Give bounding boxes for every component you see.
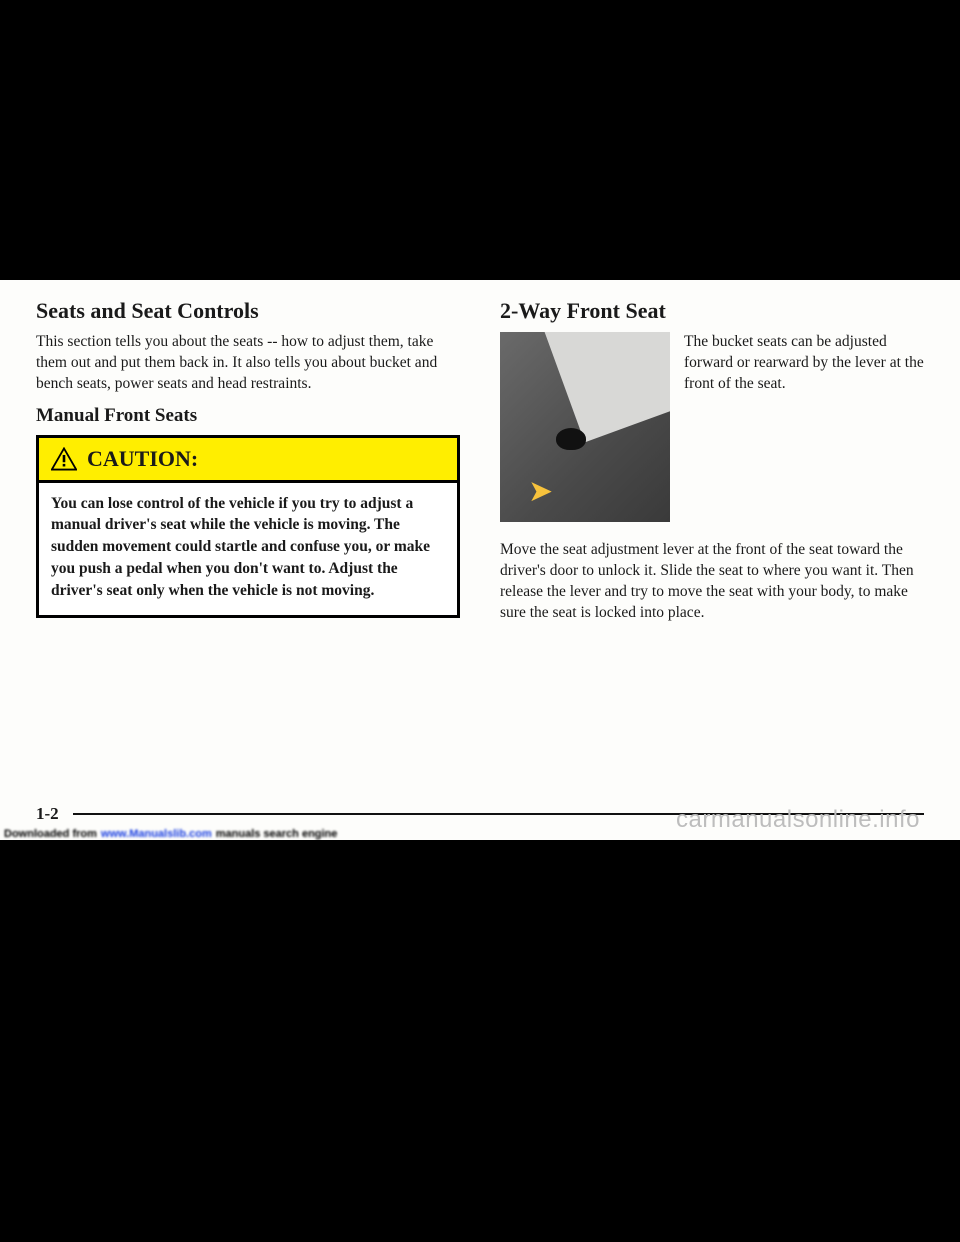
caution-header: CAUTION:: [39, 438, 457, 483]
seat-lever-photo: ➤: [500, 332, 670, 522]
caution-body-text: You can lose control of the vehicle if y…: [39, 483, 457, 615]
page-number: 1-2: [36, 804, 59, 824]
section-intro: This section tells you about the seats -…: [36, 332, 460, 395]
photo-arrow-icon: ➤: [528, 474, 553, 509]
right-column: 2-Way Front Seat ➤ The bucket seats can …: [500, 298, 924, 630]
manual-page: Seats and Seat Controls This section tel…: [0, 280, 960, 840]
two-column-layout: Seats and Seat Controls This section tel…: [36, 298, 924, 630]
download-suffix: manuals search engine: [216, 828, 338, 840]
subsection-title-2-way-front-seat: 2-Way Front Seat: [500, 298, 924, 324]
seat-adjust-summary: The bucket seats can be adjusted forward…: [684, 332, 924, 522]
download-source-line: Downloaded from www.Manualslib.com manua…: [4, 828, 956, 840]
image-text-row: ➤ The bucket seats can be adjusted forwa…: [500, 332, 924, 522]
download-link[interactable]: www.Manualslib.com: [101, 828, 212, 840]
warning-triangle-icon: [51, 447, 77, 471]
seat-adjust-instructions: Move the seat adjustment lever at the fr…: [500, 540, 924, 624]
photo-seat-lever: [556, 428, 586, 450]
caution-box: CAUTION: You can lose control of the veh…: [36, 435, 460, 618]
caution-label: CAUTION:: [87, 446, 198, 472]
download-prefix: Downloaded from: [4, 828, 97, 840]
left-column: Seats and Seat Controls This section tel…: [36, 298, 460, 630]
subsection-title-manual-front-seats: Manual Front Seats: [36, 405, 460, 427]
section-title: Seats and Seat Controls: [36, 298, 460, 324]
